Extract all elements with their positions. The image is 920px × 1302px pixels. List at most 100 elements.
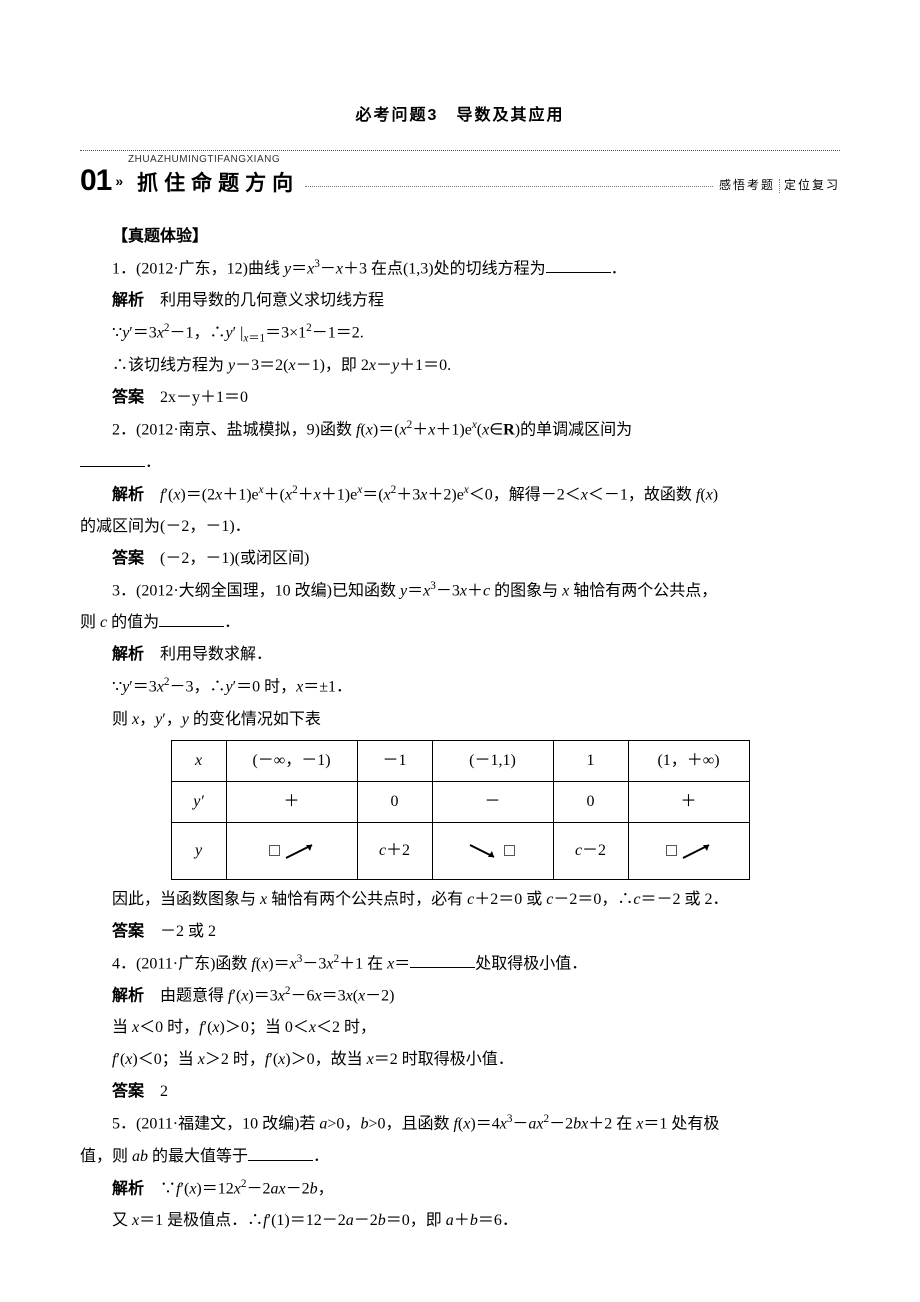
text: 则 [112,711,132,728]
section-right-b: 定位复习 [784,178,840,192]
q3-sol-3: 则 x，y′，y 的变化情况如下表 [80,704,840,736]
chevron-icon: » [115,174,123,188]
label-analysis: 解析 [112,646,144,663]
text: 值，则 [80,1148,132,1165]
text: ＋( [264,486,285,503]
text: ＝±1． [303,679,352,696]
label-answer: 答案 [112,1083,144,1100]
text: －1)，即 2 [296,357,369,374]
text: ＋1＝0. [399,357,451,374]
text: ＝0 时， [236,679,296,696]
text: －2 [354,1212,378,1229]
table-cell: －1 [357,740,432,781]
q3-after: 因此，当函数图象与 x 轴恰有两个公共点时，必有 c＋2＝0 或 c－2＝0，∴… [80,884,840,916]
page-title: 必考问题3 导数及其应用 [80,100,840,132]
text: －3 [436,582,460,599]
text: 的变化情况如下表 [189,711,321,728]
text: ＋2)e [427,486,463,503]
table-row: x (－∞，－1) －1 (－1,1) 1 (1，＋∞) [171,740,749,781]
blank-fill [546,257,611,273]
text: ＜0，解得－2＜ [469,486,581,503]
text: ＋2＝0 或 [474,891,546,908]
text: ＝3 [322,987,346,1004]
table-row: y′ ＋ 0 － 0 ＋ [171,781,749,822]
q5-sol-1: 解析 ∵f′(x)＝12x2－2ax－2b， [80,1173,840,1205]
text: ＝ [394,955,410,972]
q2-stem-line2: ． [80,447,840,479]
section-number-box: 01 » [80,151,131,211]
text: ＝ [407,582,423,599]
q1-sol-1: 解析 利用导数的几何意义求切线方程 [80,285,840,317]
table-cell: (1，＋∞) [628,740,749,781]
text: －3，∴ [170,679,226,696]
table-cell: ＋ [226,781,357,822]
blank-fill [159,611,224,627]
text: >0，且函数 [368,1116,453,1133]
blank-fill [80,450,145,466]
text: ＝ [274,955,290,972]
label-answer: 答案 [112,389,144,406]
square-icon [269,845,280,856]
text: )的单调减区间为 [515,422,632,439]
label-analysis: 解析 [112,486,144,503]
text: － [512,1116,528,1133]
text: ＝1 处有极 [643,1116,719,1133]
text: 当 [112,1019,132,1036]
q1-sol-2: ∵y′＝3x2－1，∴y′ |x＝1＝3×12－1＝2. [80,317,840,350]
text: 则 [80,614,100,631]
text: 的值为 [107,614,159,631]
arrow-up-icon [681,835,715,867]
label-answer: 答案 [112,923,144,940]
text: ∵ [144,1180,176,1197]
q5-stem-line2: 值，则 ab 的最大值等于． [80,1141,840,1173]
text: 轴恰有两个公共点， [569,582,717,599]
text: ， [139,711,155,728]
text: －6 [290,987,314,1004]
q3-sol-2: ∵y′＝3x2－3，∴y′＝0 时，x＝±1． [80,671,840,703]
text: ∵ [112,679,122,696]
q5-sol-2: 又 x＝1 是极值点．∴f′(1)＝12－2a－2b＝0，即 a＋b＝6． [80,1205,840,1237]
text: 2x－y＋1＝0 [144,389,248,406]
q2-sol-2: 的减区间为(－2，－1)． [80,511,840,543]
section-subtitle: 感悟考题定位复习 [719,173,840,197]
text: ＋3 [396,486,420,503]
text: ∵ [112,325,122,342]
table-cell: ＋ [628,781,749,822]
text: 因此，当函数图象与 [112,891,260,908]
text: －1＝2. [312,325,364,342]
text: 3．(2012·大纲全国理，10 改编)已知函数 [112,582,400,599]
text: 由题意得 [144,987,228,1004]
text: ＜－1，故函数 [588,486,696,503]
text: 的图象与 [490,582,562,599]
text: ， [166,711,182,728]
text: －3 [302,955,326,972]
table-cell: 0 [357,781,432,822]
table-head-y: y [171,822,226,879]
text: ＝6． [478,1212,518,1229]
q4-sol-3: f′(x)＜0；当 x＞2 时，f′(x)＞0，故当 x＝2 时取得极小值． [80,1044,840,1076]
q2-stem: 2．(2012·南京、盐城模拟，9)函数 f(x)＝(x2＋x＋1)ex(x∈R… [80,414,840,446]
text: ＝( [362,486,383,503]
text: ． [224,614,240,631]
table-cell: － [432,781,553,822]
table-cell-arrow-up [226,822,357,879]
text: 利用导数的几何意义求切线方程 [144,292,384,309]
text: －2＝0，∴ [553,891,633,908]
q4-stem: 4．(2011·广东)函数 f(x)＝x3－3x2＋1 在 x＝处取得极小值． [80,948,840,980]
section-number: 01 [80,151,111,211]
label-analysis: 解析 [112,987,144,1004]
text: －2 或 2 [144,923,216,940]
table-cell: c－2 [553,822,628,879]
text: ＝1 是极值点．∴ [139,1212,263,1229]
text: 利用导数求解． [144,646,272,663]
text: ＝( [378,422,399,439]
text: ＜2 时， [316,1019,376,1036]
table-head-yp: y′ [171,781,226,822]
text: ＋1)e [435,422,471,439]
text: ， [318,1180,334,1197]
divider-vline [779,179,780,193]
text: ＝0，即 [386,1212,446,1229]
section-pinyin: ZHUAZHUMINGTIFANGXIANG [128,150,280,170]
text: ＋1)e [321,486,357,503]
text: 轴恰有两个公共点时，必有 [267,891,467,908]
